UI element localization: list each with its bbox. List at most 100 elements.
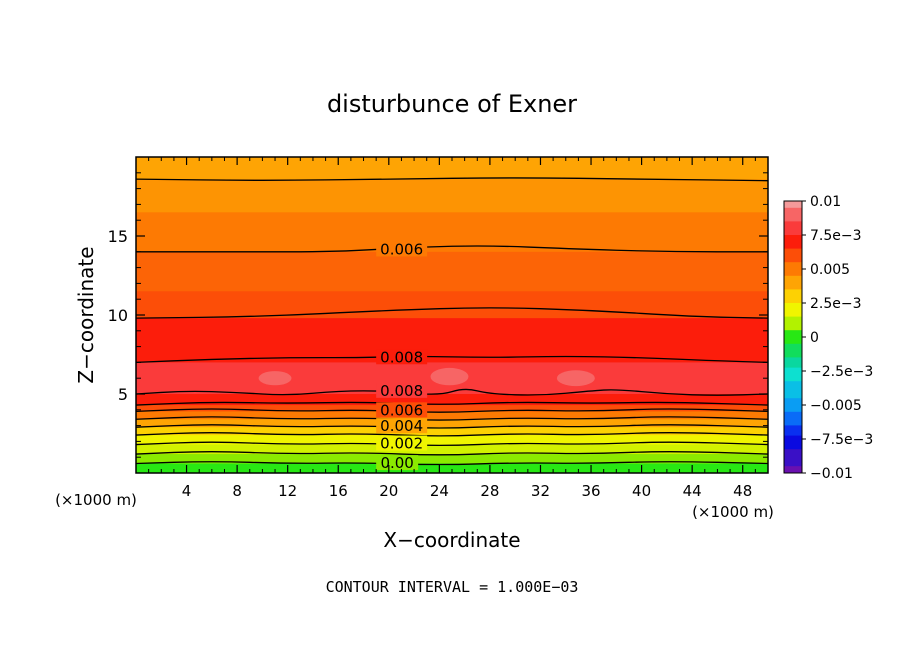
- field-highlight-2: [556, 370, 595, 387]
- contour-line-3: [136, 355, 768, 364]
- x-tick-label-9: 40: [632, 482, 651, 500]
- y-axis-label: Z−coordinate: [74, 246, 98, 383]
- y-axis-ticks: 5 10 15: [108, 172, 768, 458]
- contour-label-bg-4: [376, 382, 428, 398]
- x-tick-label-3: 16: [329, 482, 348, 500]
- field-highlight-1: [430, 367, 469, 386]
- colorbar-segment-3: [784, 235, 802, 250]
- field-band-11: [136, 427, 768, 436]
- colorbar-tick-label-8: −0.01: [810, 466, 853, 482]
- contour-line-10: [136, 441, 768, 446]
- colorbar-segment-15: [784, 398, 802, 413]
- x-unit-right: (×1000 m): [692, 503, 774, 521]
- contour-label-bg-3: [376, 349, 428, 365]
- contour-label-8: 0.004: [380, 417, 423, 435]
- x-tick-label-0: 4: [182, 482, 192, 500]
- x-tick-label-1: 8: [232, 482, 242, 500]
- y-tick-label-1: 10: [108, 306, 128, 325]
- colorbar-segment-2: [784, 221, 802, 236]
- colorbar-segment-13: [784, 367, 802, 382]
- colorbar-tick-label-0: 0.01: [810, 194, 841, 210]
- field-band-1: [136, 179, 768, 213]
- contour-label-bg-6: [376, 402, 428, 418]
- colorbar-tick-label-5: −2.5e−3: [810, 364, 873, 380]
- colorbar-segment-9: [784, 316, 802, 331]
- contour-line-5: [136, 401, 768, 406]
- contour-label-bg-12: [376, 455, 419, 471]
- x-axis-ticks: 4 8 12 16 20 24 28 32 36 40 44 48: [148, 157, 756, 500]
- contour-line-0: [136, 177, 768, 182]
- contour-line-12: [136, 461, 768, 466]
- colorbar: [784, 201, 802, 474]
- x-unit-left: (×1000 m): [55, 491, 137, 509]
- x-axis-label: X−coordinate: [383, 528, 520, 552]
- contour-line-4: [136, 388, 768, 396]
- colorbar-labels: 0.01 7.5e−3 0.005 2.5e−3 0 −2.5e−3 −0.005 −7.5e…: [802, 194, 873, 482]
- colorbar-tick-label-1: 7.5e−3: [810, 228, 862, 244]
- field-band-8: [136, 405, 768, 412]
- contour-line-7: [136, 416, 768, 421]
- contour-line-11: [136, 451, 768, 456]
- field-band-4: [136, 291, 768, 319]
- contour-label-6: 0.006: [380, 401, 423, 419]
- field-band-7: [136, 394, 768, 406]
- field-band-5: [136, 318, 768, 363]
- contour-label-12: 0.00: [380, 454, 413, 472]
- contour-label-10: 0.002: [380, 435, 423, 453]
- contour-label-bg-10: [376, 435, 428, 451]
- colorbar-segment-6: [784, 275, 802, 290]
- colorbar-tick-label-4: 0: [810, 330, 819, 346]
- contour-lines: [136, 177, 768, 466]
- field-band-14: [136, 454, 768, 465]
- x-tick-label-8: 36: [581, 482, 600, 500]
- colorbar-segment-10: [784, 330, 802, 345]
- colorbar-segment-5: [784, 262, 802, 277]
- field-band-9: [136, 411, 768, 420]
- contour-label-bg-1: [376, 241, 428, 257]
- field-band-10: [136, 419, 768, 428]
- x-tick-label-10: 44: [683, 482, 702, 500]
- field-band-12: [136, 435, 768, 446]
- y-tick-label-2: 15: [108, 227, 128, 246]
- x-tick-label-7: 32: [531, 482, 550, 500]
- contour-line-2: [136, 307, 768, 319]
- colorbar-segment-1: [784, 207, 802, 222]
- field-band-13: [136, 444, 768, 455]
- field-band-15: [136, 463, 768, 473]
- x-tick-label-5: 24: [430, 482, 449, 500]
- colorbar-segment-11: [784, 343, 802, 358]
- contour-line-8: [136, 424, 768, 429]
- chart-title: disturbunce of Exner: [327, 90, 577, 118]
- x-tick-label-2: 12: [278, 482, 297, 500]
- colorbar-segment-19: [784, 449, 802, 467]
- contour-line-9: [136, 432, 768, 437]
- x-tick-label-11: 48: [733, 482, 752, 500]
- colorbar-segment-0: [784, 201, 802, 209]
- field-highlight-0: [258, 371, 292, 386]
- contour-label-4: 0.008: [380, 382, 423, 400]
- colorbar-segment-17: [784, 425, 802, 437]
- colorbar-segment-4: [784, 248, 802, 263]
- colorbar-segment-14: [784, 381, 802, 399]
- colorbar-segment-20: [784, 466, 802, 474]
- contour-line-6: [136, 408, 768, 413]
- field-highlights: [258, 367, 595, 387]
- contour-interval-footer: CONTOUR INTERVAL = 1.000E−03: [326, 578, 579, 596]
- field-band-0: [136, 157, 768, 180]
- colorbar-tick-label-7: −7.5e−3: [810, 432, 873, 448]
- colorbar-tick-label-2: 0.005: [810, 262, 850, 278]
- colorbar-tick-label-6: −0.005: [810, 398, 862, 414]
- x-tick-label-6: 28: [480, 482, 499, 500]
- y-tick-label-0: 5: [118, 385, 128, 404]
- colorbar-segment-16: [784, 411, 802, 426]
- contour-label-1: 0.006: [380, 240, 423, 258]
- contour-label-3: 0.008: [380, 348, 423, 366]
- contour-label-bg-8: [376, 418, 428, 434]
- colorbar-tick-label-3: 2.5e−3: [810, 296, 862, 312]
- field-band-3: [136, 251, 768, 292]
- colorbar-segment-8: [784, 303, 802, 318]
- colorbar-segment-7: [784, 289, 802, 304]
- colorbar-segment-18: [784, 435, 802, 450]
- contour-line-1: [136, 245, 768, 253]
